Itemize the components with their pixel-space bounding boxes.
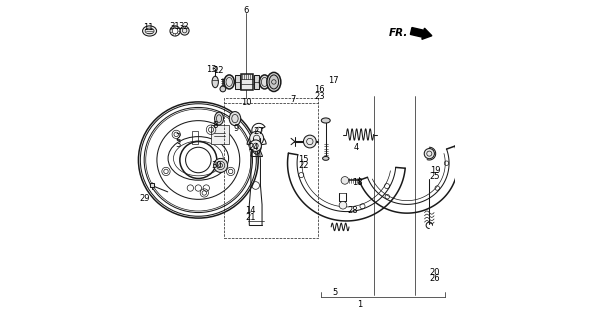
Ellipse shape bbox=[220, 86, 226, 92]
Text: 8: 8 bbox=[213, 121, 218, 130]
Text: 18: 18 bbox=[352, 178, 363, 187]
Text: 15: 15 bbox=[298, 155, 309, 164]
Bar bbox=[241, 74, 254, 90]
Bar bbox=[224, 98, 318, 238]
Bar bbox=[211, 125, 229, 144]
Text: 19: 19 bbox=[430, 166, 440, 175]
Text: 6: 6 bbox=[243, 6, 249, 15]
Circle shape bbox=[249, 131, 264, 145]
Text: 3: 3 bbox=[175, 140, 180, 148]
Ellipse shape bbox=[267, 72, 281, 92]
Ellipse shape bbox=[259, 75, 269, 89]
Text: 30: 30 bbox=[212, 161, 222, 170]
Text: 16: 16 bbox=[314, 85, 324, 94]
Text: 22: 22 bbox=[298, 161, 309, 170]
Circle shape bbox=[341, 177, 349, 184]
Text: 5: 5 bbox=[333, 288, 338, 297]
Bar bbox=[150, 183, 154, 187]
Text: 17: 17 bbox=[328, 76, 339, 85]
Text: 27: 27 bbox=[254, 127, 264, 136]
Ellipse shape bbox=[323, 156, 329, 160]
Text: 2: 2 bbox=[175, 133, 180, 142]
Circle shape bbox=[250, 140, 261, 151]
Ellipse shape bbox=[224, 75, 234, 89]
Text: 21: 21 bbox=[245, 213, 255, 222]
Ellipse shape bbox=[215, 112, 223, 125]
Text: 1: 1 bbox=[356, 300, 362, 309]
Bar bbox=[254, 75, 259, 89]
Ellipse shape bbox=[212, 76, 219, 88]
Ellipse shape bbox=[229, 112, 241, 125]
Circle shape bbox=[303, 135, 316, 148]
Text: 13: 13 bbox=[206, 65, 217, 74]
Ellipse shape bbox=[322, 118, 330, 123]
Ellipse shape bbox=[269, 75, 278, 89]
Text: 25: 25 bbox=[430, 172, 440, 181]
Text: 24: 24 bbox=[248, 143, 259, 152]
Text: 10: 10 bbox=[241, 98, 251, 107]
Circle shape bbox=[424, 148, 434, 159]
Text: 9: 9 bbox=[234, 124, 239, 132]
Text: 20: 20 bbox=[430, 268, 440, 277]
Bar bbox=[235, 75, 240, 89]
Text: 4: 4 bbox=[353, 143, 359, 152]
Circle shape bbox=[213, 158, 228, 172]
Text: 29: 29 bbox=[140, 194, 150, 203]
Text: FR.: FR. bbox=[389, 28, 408, 37]
Text: 31: 31 bbox=[170, 22, 180, 31]
Circle shape bbox=[339, 201, 347, 209]
Text: 12: 12 bbox=[213, 66, 223, 75]
Text: 32: 32 bbox=[178, 22, 189, 31]
Bar bbox=[192, 131, 197, 144]
Ellipse shape bbox=[142, 26, 157, 36]
Text: 11: 11 bbox=[143, 23, 154, 32]
Circle shape bbox=[180, 26, 189, 35]
Text: 23: 23 bbox=[314, 92, 324, 101]
Text: 26: 26 bbox=[430, 274, 440, 283]
Text: 28: 28 bbox=[348, 206, 358, 215]
Text: 14: 14 bbox=[245, 206, 255, 215]
FancyArrow shape bbox=[410, 28, 432, 39]
Text: 7: 7 bbox=[290, 95, 296, 104]
